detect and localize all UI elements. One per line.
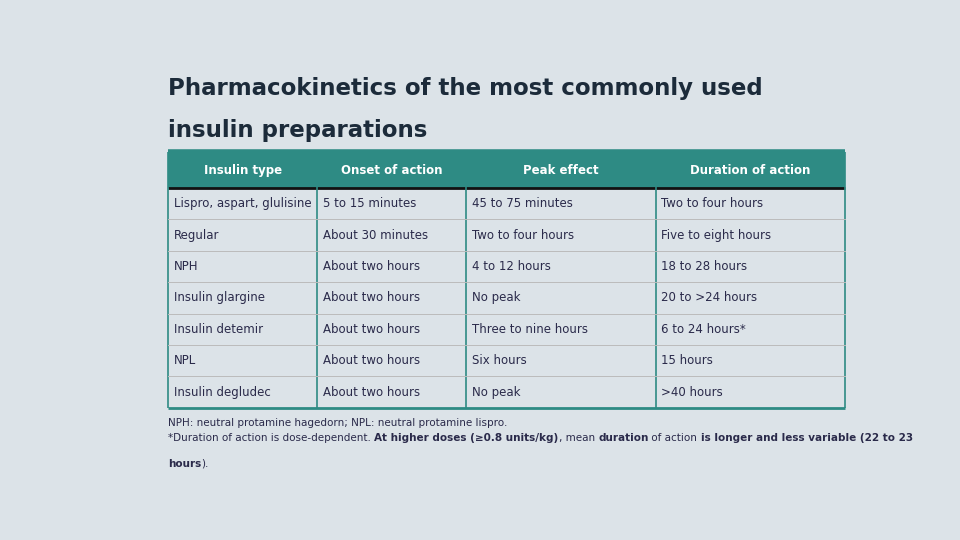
Text: ).: ).	[202, 458, 209, 469]
Text: Insulin detemir: Insulin detemir	[174, 323, 263, 336]
Text: About two hours: About two hours	[323, 292, 420, 305]
Text: hours: hours	[168, 458, 202, 469]
Text: , mean: , mean	[559, 433, 598, 443]
Text: About two hours: About two hours	[323, 323, 420, 336]
Text: About 30 minutes: About 30 minutes	[323, 228, 428, 241]
Text: 18 to 28 hours: 18 to 28 hours	[661, 260, 748, 273]
Text: duration: duration	[598, 433, 649, 443]
Text: 15 hours: 15 hours	[661, 354, 713, 367]
Text: >40 hours: >40 hours	[661, 386, 723, 399]
Text: Regular: Regular	[174, 228, 219, 241]
Text: About two hours: About two hours	[323, 260, 420, 273]
Text: Lispro, aspart, glulisine: Lispro, aspart, glulisine	[174, 197, 311, 210]
Text: No peak: No peak	[471, 386, 520, 399]
Text: 20 to >24 hours: 20 to >24 hours	[661, 292, 757, 305]
Text: Insulin type: Insulin type	[204, 164, 282, 177]
Text: 4 to 12 hours: 4 to 12 hours	[471, 260, 550, 273]
Text: NPL: NPL	[174, 354, 196, 367]
Text: No peak: No peak	[471, 292, 520, 305]
Text: Two to four hours: Two to four hours	[661, 197, 763, 210]
Text: Duration of action: Duration of action	[690, 164, 811, 177]
Text: At higher doses (≥0.8 units/kg): At higher doses (≥0.8 units/kg)	[374, 433, 559, 443]
Text: 45 to 75 minutes: 45 to 75 minutes	[471, 197, 572, 210]
Text: Insulin glargine: Insulin glargine	[174, 292, 265, 305]
Text: Three to nine hours: Three to nine hours	[471, 323, 588, 336]
Text: Two to four hours: Two to four hours	[471, 228, 574, 241]
Text: of action: of action	[649, 433, 701, 443]
Text: 6 to 24 hours*: 6 to 24 hours*	[661, 323, 746, 336]
Text: Five to eight hours: Five to eight hours	[661, 228, 772, 241]
Text: Six hours: Six hours	[471, 354, 526, 367]
Text: Peak effect: Peak effect	[523, 164, 599, 177]
Text: Pharmacokinetics of the most commonly used: Pharmacokinetics of the most commonly us…	[168, 77, 763, 100]
Text: Insulin degludec: Insulin degludec	[174, 386, 271, 399]
Text: *Duration of action is dose-dependent.: *Duration of action is dose-dependent.	[168, 433, 374, 443]
Text: 5 to 15 minutes: 5 to 15 minutes	[323, 197, 416, 210]
Text: is longer and less variable (22 to 23: is longer and less variable (22 to 23	[701, 433, 913, 443]
Text: NPH: NPH	[174, 260, 199, 273]
Text: Onset of action: Onset of action	[341, 164, 443, 177]
Text: NPH: neutral protamine hagedorn; NPL: neutral protamine lispro.: NPH: neutral protamine hagedorn; NPL: ne…	[168, 418, 508, 428]
Text: About two hours: About two hours	[323, 386, 420, 399]
Bar	[168, 152, 846, 188]
Text: insulin preparations: insulin preparations	[168, 119, 428, 142]
Text: About two hours: About two hours	[323, 354, 420, 367]
